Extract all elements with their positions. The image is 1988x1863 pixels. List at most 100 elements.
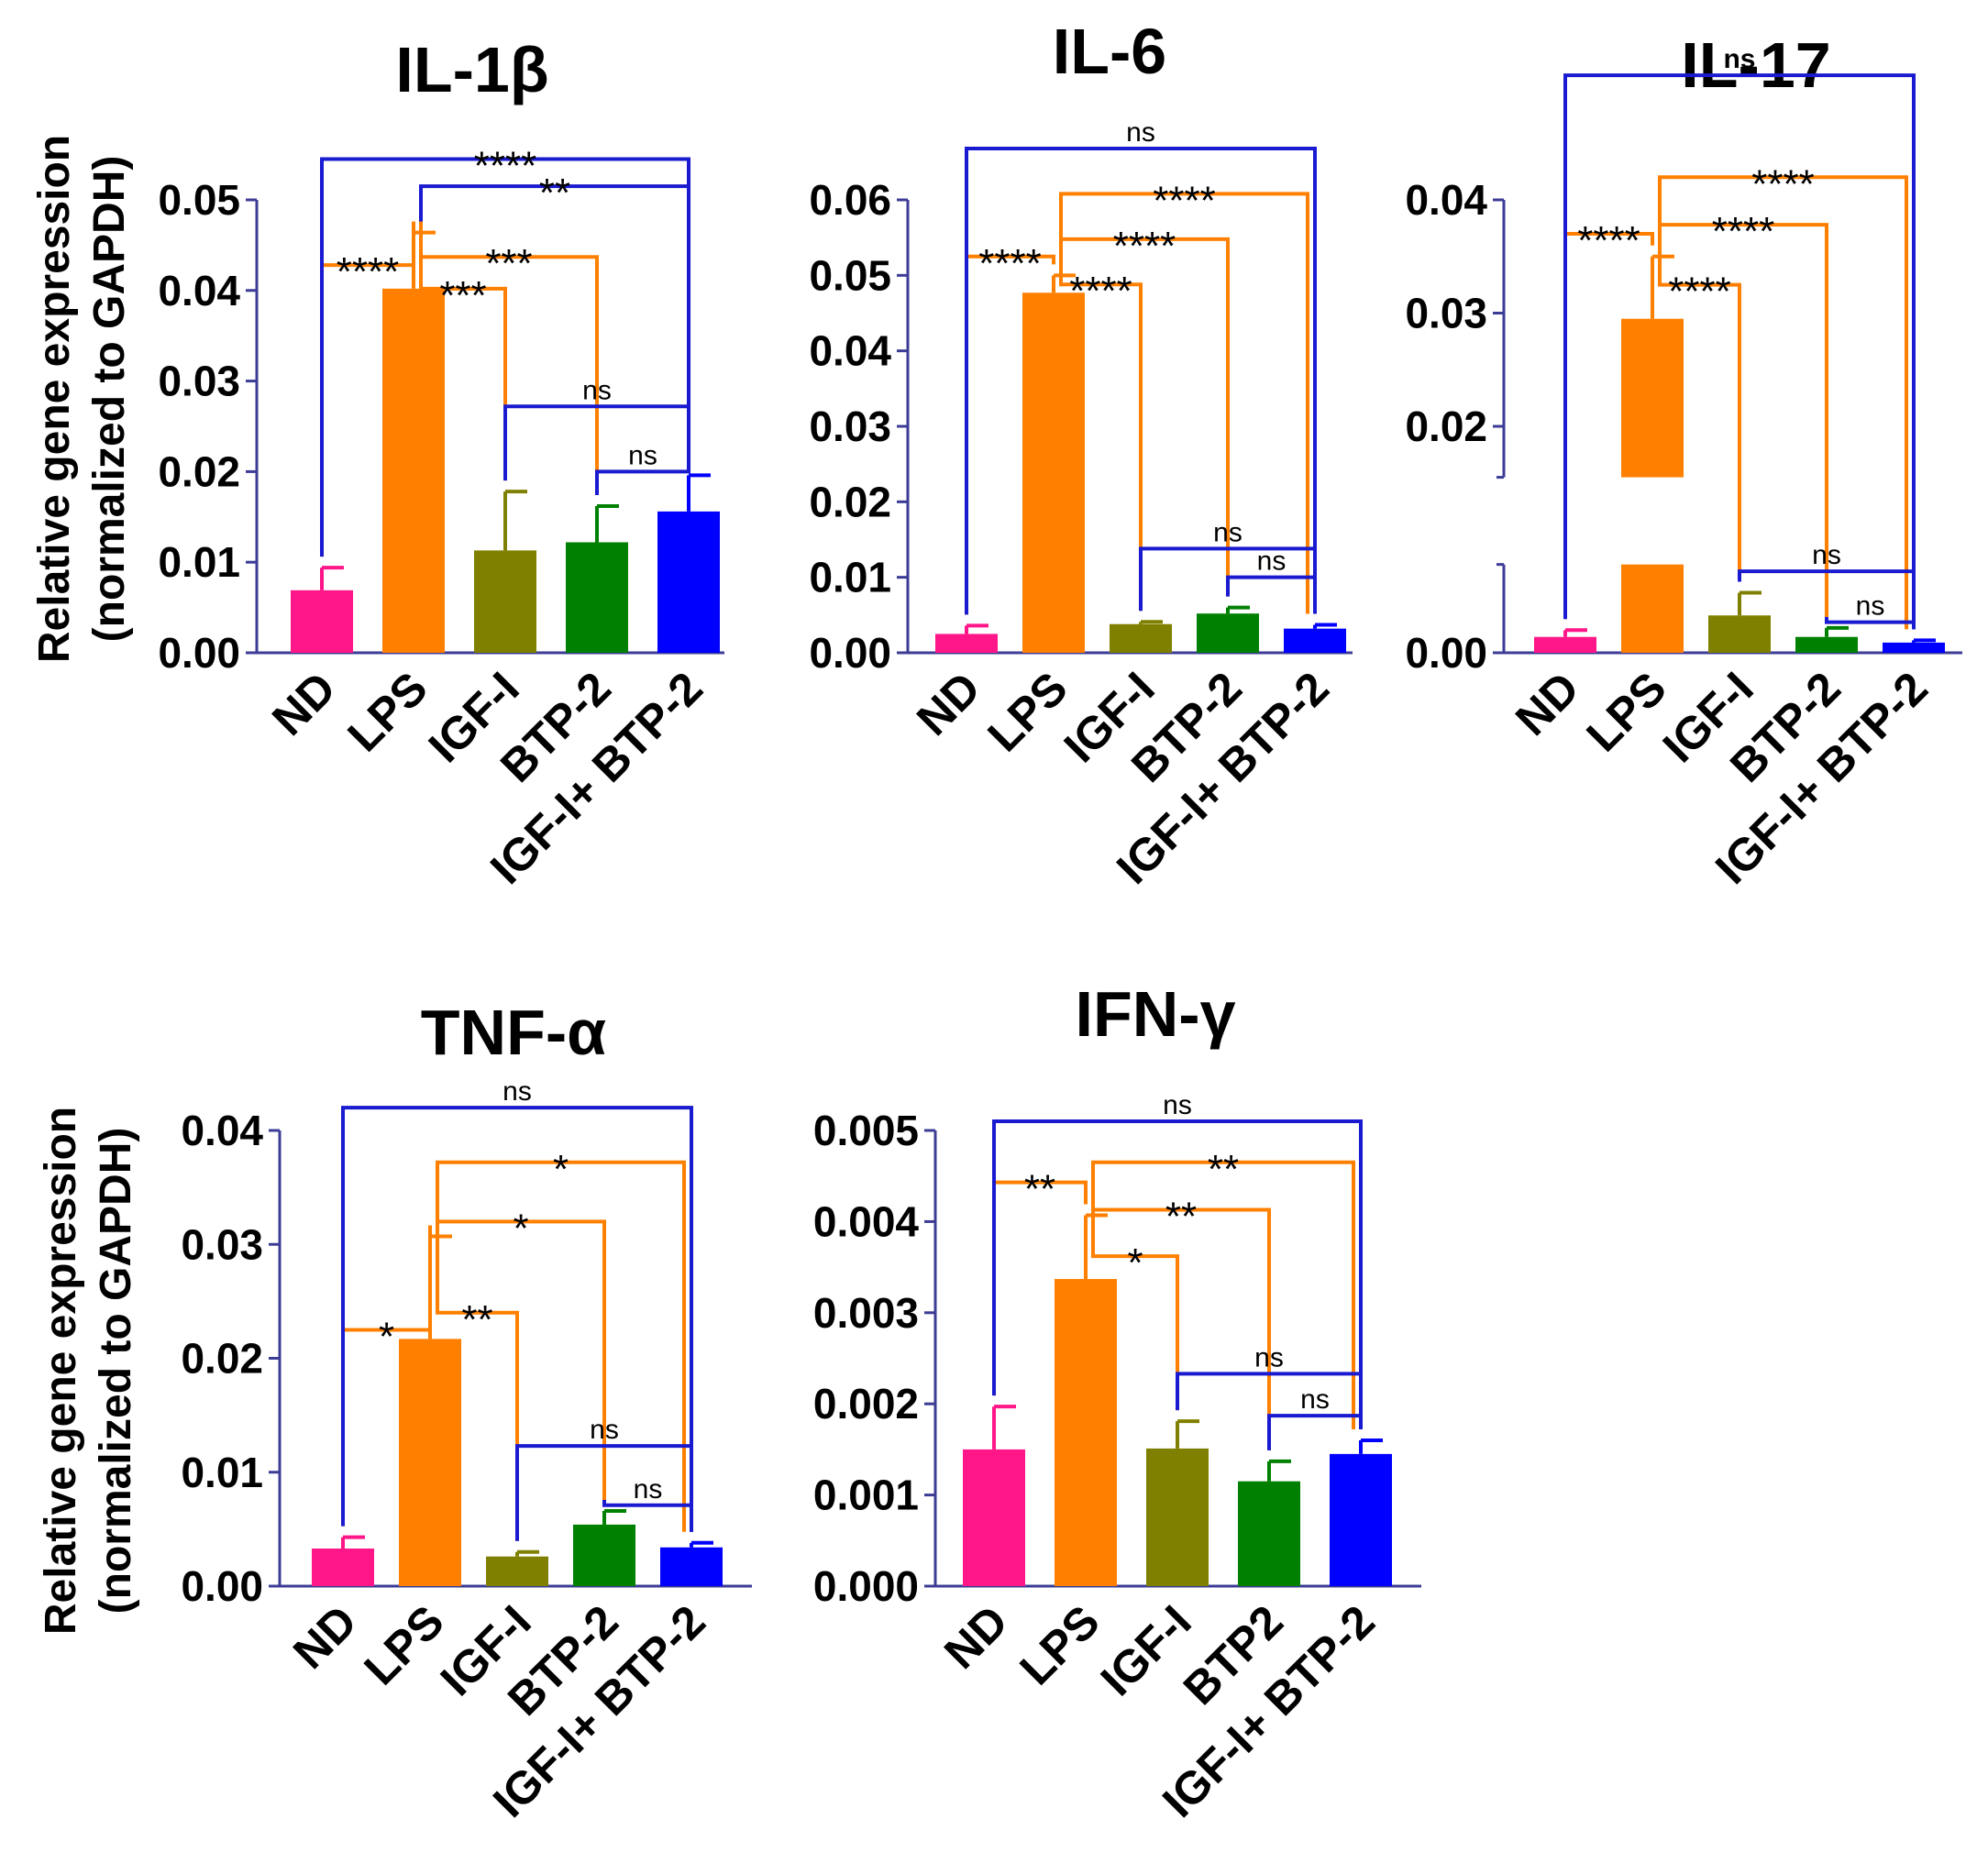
- significance-label: **: [1208, 1147, 1239, 1192]
- significance-label: *: [1127, 1240, 1143, 1285]
- significance-bracket: [1091, 1160, 1355, 1429]
- significance-label: ****: [337, 249, 400, 294]
- bar-igf-i: [1146, 1448, 1209, 1586]
- y-tick-label: 0.03: [158, 358, 240, 405]
- significance-label: ns: [1213, 517, 1242, 547]
- bar-igf-i-btp-2: [1883, 642, 1945, 653]
- bar-igf-i: [1110, 623, 1172, 653]
- y-tick-label: 0.00: [181, 1562, 263, 1610]
- chart-title: IFN-γ: [1076, 978, 1236, 1050]
- y-tick-label: 0.02: [1405, 402, 1487, 450]
- significance-label: ****: [1668, 270, 1731, 314]
- significance-label: *: [379, 1314, 394, 1359]
- chart-il1b: IL-1β0.000.010.020.030.040.05NDLPSIGF-IB…: [158, 34, 724, 894]
- significance-bracket: [1825, 616, 1916, 630]
- bar-nd: [935, 634, 998, 653]
- y-tick-label: 0.05: [158, 176, 240, 224]
- significance-bracket: [1563, 73, 1916, 630]
- significance-label: ns: [1254, 1342, 1284, 1372]
- x-tick-label: ND: [907, 662, 990, 745]
- significance-label: ****: [1751, 161, 1815, 206]
- bar-lps-upper: [1621, 318, 1684, 478]
- y-tick-label: 0.04: [181, 1107, 263, 1154]
- significance-bracket: [503, 404, 690, 481]
- significance-bracket: [436, 1219, 606, 1500]
- y-tick-label: 0.01: [158, 538, 240, 586]
- significance-bracket: [1091, 1204, 1179, 1411]
- significance-label: ns: [1300, 1384, 1330, 1415]
- significance-label: **: [1165, 1194, 1197, 1239]
- significance-bracket: [320, 157, 690, 557]
- significance-bracket: [419, 184, 690, 465]
- bar-lps: [382, 288, 445, 653]
- significance-label: ns: [1257, 546, 1287, 577]
- y-tick-label: 0.03: [181, 1220, 263, 1268]
- significance-bracket: [965, 147, 1317, 615]
- bar-nd: [291, 590, 353, 653]
- x-tick-label: ND: [262, 662, 346, 745]
- x-tick-label: ND: [1506, 662, 1589, 745]
- significance-label: ****: [1153, 178, 1216, 223]
- x-tick-label: LPS: [1576, 662, 1675, 761]
- significance-label: ****: [1069, 269, 1132, 314]
- bar-nd: [963, 1449, 1025, 1586]
- significance-label: ****: [1577, 218, 1640, 263]
- significance-label: ****: [978, 241, 1042, 286]
- bar-nd: [312, 1548, 374, 1586]
- significance-bracket: [1091, 1204, 1271, 1450]
- y-tick-label: 0.05: [809, 251, 891, 299]
- significance-bracket: [419, 221, 599, 495]
- significance-label: ***: [439, 273, 486, 318]
- y-tick-label: 0.00: [809, 629, 891, 677]
- significance-label: ns: [582, 375, 612, 405]
- significance-label: **: [461, 1297, 492, 1342]
- significance-bracket: [992, 1119, 1363, 1429]
- significance-label: ns: [503, 1076, 532, 1107]
- chart-title: TNF-α: [421, 997, 606, 1068]
- significance-label: ns: [1812, 540, 1841, 570]
- significance-label: ****: [1113, 224, 1176, 269]
- bar-igf-i-btp-2: [1330, 1453, 1392, 1586]
- bar-lps: [1055, 1279, 1117, 1586]
- significance-bracket: [602, 1499, 693, 1532]
- bar-lps: [1022, 292, 1085, 653]
- chart-title: IL-6: [1053, 16, 1166, 87]
- x-tick-label: LPS: [977, 662, 1077, 761]
- y-tick-label: 0.03: [1405, 290, 1487, 337]
- y-tick-label: 0.003: [813, 1289, 919, 1337]
- bar-igf-i: [1708, 615, 1771, 653]
- significance-bracket: [595, 464, 690, 495]
- significance-label: ***: [485, 241, 532, 286]
- bar-igf-i-btp-2: [1284, 628, 1346, 653]
- x-tick-label: LPS: [354, 1595, 453, 1694]
- chart-ifng: IFN-γ 0.000 0.001 0.002 0.003 0.004 0.005 NDLPS…: [813, 978, 1421, 1827]
- y-tick-label: 0.02: [158, 447, 240, 495]
- significance-label: ns: [634, 1474, 663, 1505]
- significance-bracket: [1738, 569, 1916, 630]
- bar-igf-i-btp-2: [657, 511, 720, 653]
- y-tick-label: 0.06: [809, 176, 891, 224]
- y-tick-label: 0.01: [809, 554, 891, 601]
- y-tick-label: 0.03: [809, 402, 891, 450]
- significance-bracket: [436, 1160, 686, 1532]
- significance-label: **: [539, 171, 570, 215]
- y-axis-label-bottom-line1: Relative gene expression: [37, 1107, 85, 1635]
- significance-label: ns: [1163, 1090, 1192, 1120]
- y-tick-label: 0.02: [181, 1335, 263, 1383]
- y-axis-label-bottom-line2: (normalized to GAPDH): [92, 1128, 140, 1615]
- y-tick-label: 0.00: [158, 629, 240, 677]
- y-tick-label: 0.04: [158, 267, 240, 314]
- y-tick-label: 0.01: [181, 1449, 263, 1496]
- significance-label: *: [553, 1147, 569, 1192]
- y-tick-label: 0.001: [813, 1472, 919, 1519]
- bar-nd: [1534, 636, 1596, 653]
- y-tick-label: 0.04: [1405, 176, 1487, 224]
- significance-bracket: [1059, 192, 1309, 614]
- y-tick-label: 0.04: [809, 327, 891, 375]
- bar-btp2: [1238, 1481, 1300, 1586]
- chart-il6: IL-60.000.010.020.030.040.050.06NDLPSIGF…: [809, 16, 1353, 894]
- significance-label: ns: [1723, 44, 1755, 74]
- bar-igf-i-btp-2: [660, 1547, 723, 1586]
- y-tick-label: 0.00: [1405, 629, 1487, 677]
